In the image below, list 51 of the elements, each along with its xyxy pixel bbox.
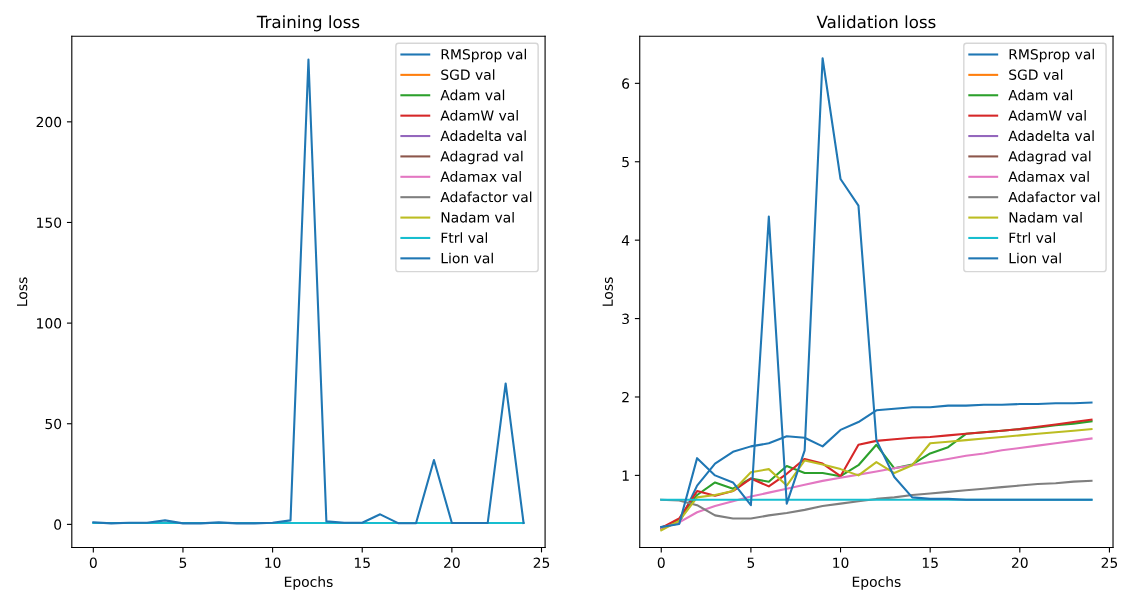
y-tick-label: 4 [621,235,630,246]
legend-label: RMSprop val [441,48,526,63]
legend-label: Adafactor val [440,191,532,203]
y-tick-label: 3 [622,313,629,325]
legend-label: SGD val [441,69,495,80]
x-tick-label: 0 [89,557,97,568]
legend-label: Ftrl val [441,232,488,244]
legend-label: Nadam val [441,211,514,223]
x-tick-label: 0 [657,557,665,568]
y-tick-label: 5 [622,156,629,168]
legend-label: Adadelta val [1008,130,1094,142]
y-tick-label: 200 [36,116,62,128]
y-axis-title: Loss [602,277,613,306]
x-tick-label: 15 [354,557,370,568]
legend-label: Adam val [1008,89,1073,101]
y-tick-label: 50 [45,418,62,430]
y-tick-label: 6 [622,78,630,89]
y-tick-label: 0 [54,519,62,530]
legend-label: Adafactor val [1008,191,1100,203]
x-tick-label: 20 [444,557,460,568]
y-tick-label: 1 [622,470,629,481]
chart-title: Training loss [256,15,360,32]
legend-label: AdamW val [440,109,518,121]
y-tick-label: 100 [37,318,62,329]
legend-label: Adamax val [1008,171,1089,182]
x-tick-label: 20 [1011,557,1028,568]
legend-label: Ftrl val [1009,232,1055,244]
y-axis-title: Loss [17,277,28,306]
x-tick-label: 5 [747,557,755,568]
legend-label: Adamax val [440,171,521,182]
legend-label: Nadam val [1009,211,1082,223]
legend-label: Lion val [1009,252,1061,264]
legend-label: Adam val [440,89,505,101]
y-tick-label: 150 [37,217,62,228]
x-tick-label: 5 [179,557,187,568]
legend-label: Adagrad val [1008,150,1091,165]
chart-title: Validation loss [816,15,936,29]
legend-label: Adagrad val [440,150,523,165]
x-tick-label: 10 [833,557,849,568]
legend-label: SGD val [1009,69,1063,80]
x-axis-title: Epochs [852,576,901,590]
x-tick-label: 25 [533,557,550,568]
x-tick-label: 10 [265,557,281,568]
legend-label: RMSprop val [1009,48,1094,63]
legend-label: Lion val [441,252,493,264]
y-tick-label: 2 [622,391,629,403]
x-tick-label: 15 [922,557,938,568]
x-tick-label: 25 [1101,557,1118,568]
legend-label: Adadelta val [440,130,526,142]
legend-label: AdamW val [1008,109,1086,121]
x-axis-title: Epochs [284,576,333,590]
